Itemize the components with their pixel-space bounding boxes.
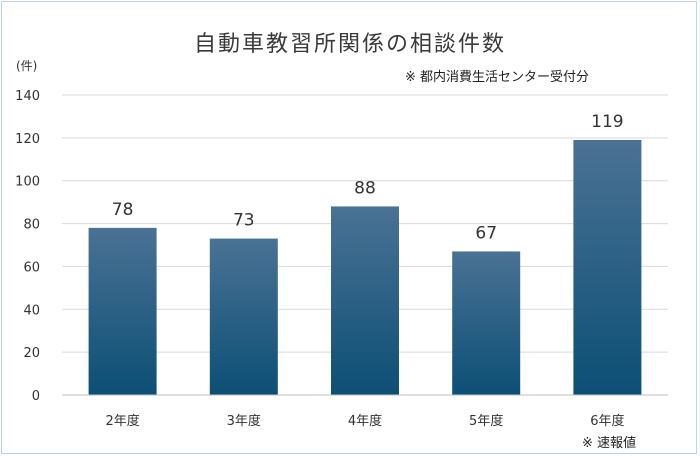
- data-label-4年度: 88: [354, 178, 376, 198]
- y-tick-label-20: 20: [23, 346, 40, 361]
- x-tick-label-2年度: 2年度: [105, 413, 139, 429]
- bars: [88, 140, 642, 395]
- x-tick-label-4年度: 4年度: [348, 413, 382, 429]
- y-tick-label-100: 100: [15, 175, 40, 190]
- bar-3年度: [209, 238, 278, 395]
- data-label-6年度: 119: [591, 112, 623, 132]
- y-tick-label-80: 80: [23, 218, 40, 233]
- y-axis-unit-label: (件): [16, 59, 38, 73]
- bar-6年度: [573, 140, 642, 395]
- bar-4年度: [331, 206, 399, 395]
- preliminary-note: ※ 速報値: [582, 436, 637, 451]
- bar-2年度: [88, 227, 157, 395]
- y-tick-label-40: 40: [23, 303, 40, 318]
- x-tick-label-3年度: 3年度: [227, 413, 261, 429]
- x-tick-label-6年度: 6年度: [590, 413, 624, 429]
- axes: 0 20 40 60 80 100 120 140 2年度 3年度 4年度 5年度 6年度: [15, 89, 668, 429]
- bar-5年度: [452, 251, 521, 395]
- source-note: ※ 都内消費生活センター受付分: [405, 70, 590, 85]
- data-label-3年度: 73: [233, 211, 255, 231]
- y-tick-label-120: 120: [15, 132, 40, 147]
- data-labels: 78 73 88 67 119: [112, 112, 624, 243]
- y-tick-label-140: 140: [15, 89, 40, 104]
- y-tick-label-0: 0: [32, 389, 40, 404]
- chart-title: 自動車教習所関係の相談件数: [193, 32, 506, 57]
- x-tick-label-5年度: 5年度: [469, 413, 503, 429]
- y-tick-label-60: 60: [23, 260, 40, 275]
- data-label-2年度: 78: [112, 200, 134, 220]
- data-label-5年度: 67: [475, 223, 497, 243]
